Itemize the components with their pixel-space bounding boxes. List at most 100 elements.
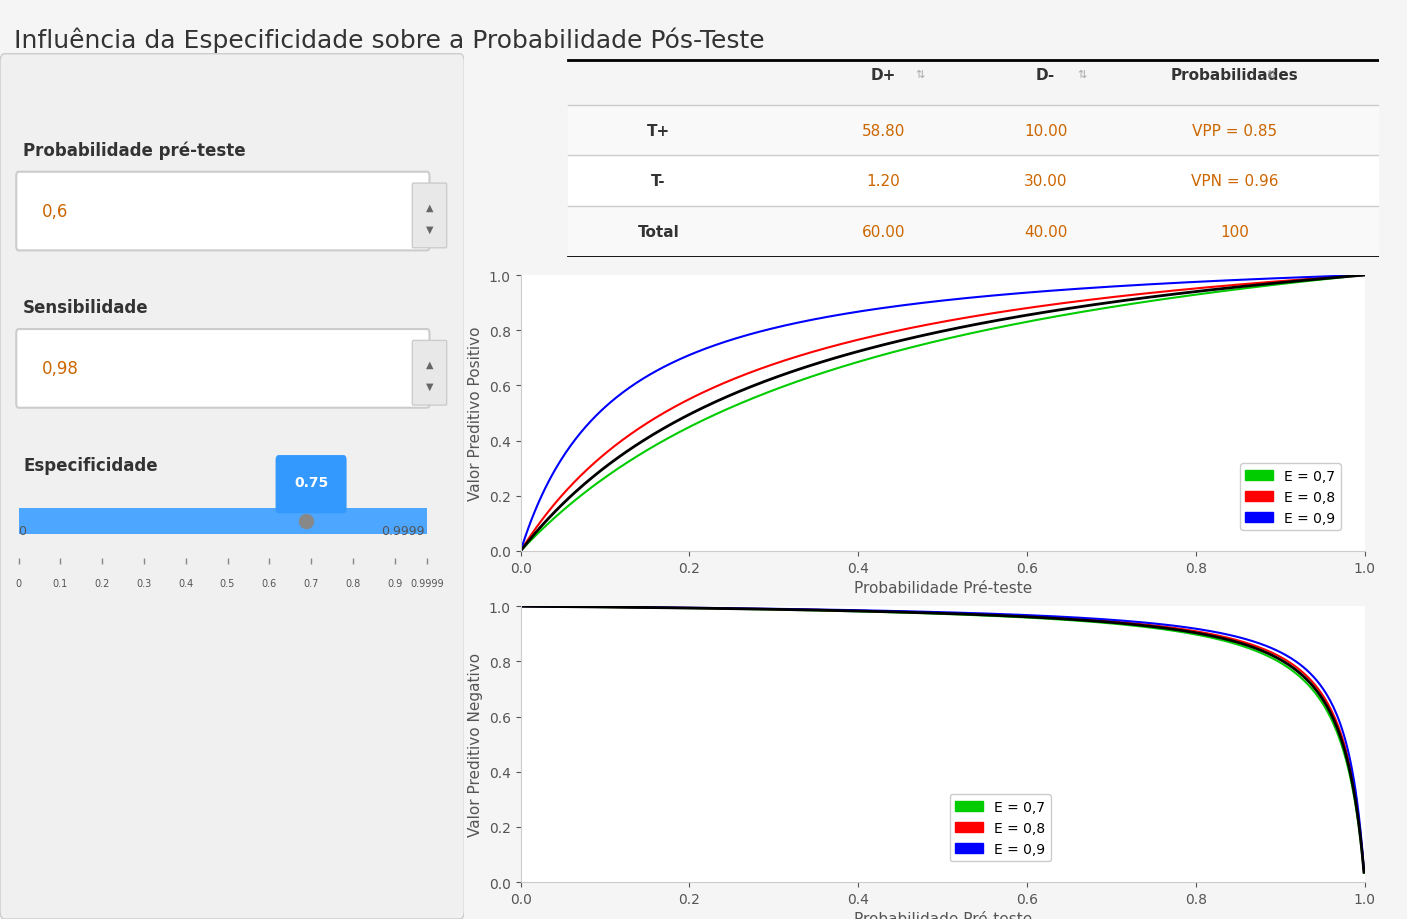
Text: Sensibilidade: Sensibilidade [23,299,149,317]
FancyBboxPatch shape [276,456,346,513]
Text: ▼: ▼ [426,381,433,391]
Line: E = 0,8: E = 0,8 [522,276,1363,550]
Legend: E = 0,7, E = 0,8, E = 0,9: E = 0,7, E = 0,8, E = 0,9 [1240,464,1341,530]
E = 0,8 [1203,629,1220,640]
Text: 58.80: 58.80 [862,123,905,139]
Line: E = 0,7: E = 0,7 [522,276,1363,550]
E = 0,7 [1203,288,1220,299]
E = 0,8 [1355,866,1372,877]
E = 0,8 [1335,737,1352,748]
Text: ⇅: ⇅ [915,71,924,80]
FancyBboxPatch shape [17,330,429,408]
E = 0,8 [514,545,530,556]
Text: 10.00: 10.00 [1024,123,1068,139]
E = 0,9 [514,601,530,612]
Text: 0: 0 [15,578,21,588]
Text: 0.2: 0.2 [94,578,110,588]
Text: 0.8: 0.8 [345,578,360,588]
Text: D+: D+ [871,68,896,83]
E = 0,9 [1355,270,1372,281]
E = 0,8 [1335,272,1352,283]
Bar [568,106,1379,156]
E = 0,7 [514,601,530,612]
Text: ▼: ▼ [426,224,433,234]
Text: ▲: ▲ [426,202,433,212]
Text: 0.3: 0.3 [136,578,152,588]
E = 0,7 [1203,632,1220,643]
E = 0,8 [913,607,930,618]
FancyBboxPatch shape [17,173,429,251]
Text: 0.7: 0.7 [304,578,319,588]
E = 0,8 [1355,270,1372,281]
E = 0,7 [919,608,936,619]
E = 0,9 [913,298,930,309]
Text: 1.20: 1.20 [867,174,900,189]
FancyBboxPatch shape [412,341,446,405]
Y-axis label: Valor Preditivo Negativo: Valor Preditivo Negativo [469,652,484,836]
E = 0,9 [1203,626,1220,637]
E = 0,9 [969,292,986,303]
E = 0,7 [913,608,930,619]
Text: Probabilidade pré-teste: Probabilidade pré-teste [23,142,246,160]
E = 0,7 [1355,270,1372,281]
E = 0,9 [514,543,530,554]
Text: ⇅: ⇅ [1076,71,1086,80]
Text: 30.00: 30.00 [1024,174,1068,189]
X-axis label: Probabilidade Pré-teste: Probabilidade Pré-teste [854,912,1031,919]
Bar [568,156,1379,207]
Text: T+: T+ [647,123,670,139]
Text: ▲: ▲ [426,359,433,369]
E = 0,9 [1203,277,1220,288]
E = 0,8 [913,321,930,332]
Text: 0: 0 [18,524,27,537]
E = 0,8 [919,607,936,618]
E = 0,9 [1014,288,1031,299]
E = 0,7 [514,545,530,556]
FancyBboxPatch shape [18,509,428,535]
Text: VPN = 0.96: VPN = 0.96 [1192,174,1279,189]
Text: 0,6: 0,6 [42,203,68,221]
E = 0,8 [1014,304,1031,315]
Line: E = 0,8: E = 0,8 [522,607,1363,871]
E = 0,7 [1014,318,1031,329]
Text: 0.1: 0.1 [52,578,68,588]
Text: 40.00: 40.00 [1024,224,1068,240]
E = 0,7 [1335,272,1352,283]
E = 0,9 [919,298,936,309]
FancyBboxPatch shape [0,54,464,919]
Text: 0.9999: 0.9999 [381,524,425,537]
E = 0,9 [1355,865,1372,876]
Text: Total: Total [637,224,680,240]
E = 0,8 [514,601,530,612]
Legend: E = 0,7, E = 0,8, E = 0,9: E = 0,7, E = 0,8, E = 0,9 [950,795,1051,861]
Text: VPP = 0.85: VPP = 0.85 [1192,123,1278,139]
Text: 0.5: 0.5 [219,578,235,588]
E = 0,9 [1335,271,1352,282]
Text: ⇅: ⇅ [1266,71,1276,80]
Text: Influência da Especificidade sobre a Probabilidade Pós-Teste: Influência da Especificidade sobre a Pro… [14,28,764,53]
Text: T-: T- [651,174,666,189]
E = 0,9 [1014,609,1031,620]
E = 0,7 [969,610,986,621]
Text: 0.9999: 0.9999 [411,578,445,588]
E = 0,9 [919,607,936,618]
E = 0,8 [919,320,936,331]
E = 0,7 [1355,868,1372,879]
E = 0,8 [1014,611,1031,622]
E = 0,9 [969,608,986,619]
Line: E = 0,9: E = 0,9 [522,276,1363,549]
E = 0,7 [1014,612,1031,623]
Text: D-: D- [1036,68,1055,83]
Text: 100: 100 [1220,224,1249,240]
E = 0,8 [1203,282,1220,293]
E = 0,7 [913,340,930,351]
Line: E = 0,7: E = 0,7 [522,607,1363,873]
E = 0,8 [969,609,986,620]
Text: 0.4: 0.4 [179,578,193,588]
Text: 0.9: 0.9 [387,578,402,588]
Text: 0,98: 0,98 [42,360,79,378]
Text: 0.6: 0.6 [262,578,277,588]
E = 0,9 [913,607,930,618]
Y-axis label: Valor Preditivo Positivo: Valor Preditivo Positivo [469,326,484,501]
Text: 0.75: 0.75 [294,475,328,490]
